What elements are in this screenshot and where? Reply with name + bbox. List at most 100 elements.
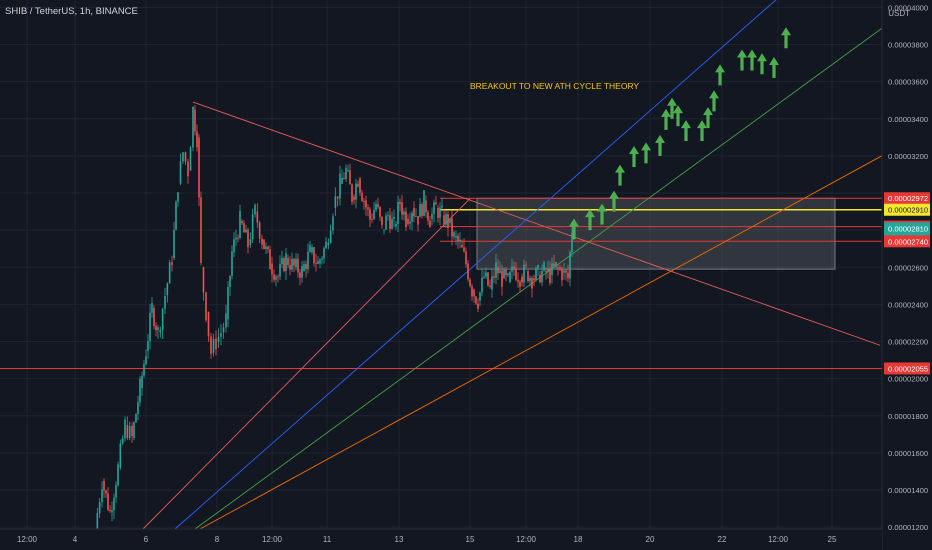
candle-body [395,223,397,227]
candle-body [267,246,269,250]
candle-body [483,276,485,278]
candle-body [334,196,337,208]
candle-body [273,274,275,280]
candle-body [115,485,117,498]
y-tick-label: 0.00002400 [888,300,928,309]
candle-body [107,493,109,510]
candle-body [523,264,525,283]
x-tick-label: 18 [574,535,583,544]
projection-arrows [569,27,791,240]
candle-body [157,327,159,331]
trendline[interactable] [142,198,471,530]
candle-body [545,270,547,273]
candle-body [443,215,445,225]
candle-body [437,207,439,218]
candle-body [381,216,383,225]
candle-body [383,229,385,231]
candle-body [537,265,539,269]
consolidation-zone[interactable] [476,197,836,270]
candle-body [487,272,489,286]
candle-body [419,204,421,218]
horizontal-levels [0,197,882,369]
trendline[interactable] [199,153,886,530]
candle-body [133,422,135,439]
projection-arrow [781,27,791,49]
candle-body [147,341,149,351]
candle-body [212,338,215,353]
projection-arrow [757,53,767,75]
candle-body [121,438,124,444]
candle-body [168,262,171,284]
candle-body [336,196,339,199]
trendline[interactable] [192,101,881,346]
candle-body [511,266,513,272]
time-axis-bg [0,529,882,550]
candle-body [543,262,545,271]
candle-body [547,268,549,273]
candle-body [489,285,491,287]
candle-body [375,204,377,210]
candle-body [198,137,200,198]
trendline[interactable] [174,0,780,530]
candle-body [343,177,345,179]
candle-body [481,277,483,293]
price-tag-label: 0.00002740 [888,237,928,246]
y-tick-label: 0.00001600 [888,449,928,458]
projection-arrow [747,49,757,71]
candle-body [265,246,267,249]
candle-body [391,218,393,229]
price-tag-label: 0.00002055 [888,364,928,373]
candle-body [389,215,391,229]
candle-body [417,216,419,225]
candle-body [311,247,313,253]
candle-body [351,184,353,202]
candle-body [477,303,479,309]
price-axis-bg [882,0,932,550]
candle-body [459,239,461,242]
candle-body [421,204,423,216]
candle-body [445,214,447,225]
candle-body [451,218,453,237]
y-tick-label: 0.00004000 [888,3,928,12]
x-tick-label: 4 [73,535,78,544]
candle-body [291,259,293,270]
y-tick-label: 0.00001400 [888,486,928,495]
candle-body [525,264,527,266]
candle-body [254,204,256,215]
candle-body [256,211,259,223]
candle-body [222,327,225,333]
candle-body [359,178,361,193]
candle-body [363,200,365,203]
projection-arrow [769,56,779,78]
price-tag: 0.00002740 [884,235,930,248]
candle-body [517,279,519,282]
candle-body [349,170,351,185]
projection-arrow [715,64,725,86]
candle-body [463,247,465,252]
candle-body [365,200,367,208]
candle-body [182,152,184,162]
candle-body [177,192,179,202]
candle-body [361,192,363,201]
candle-body [345,168,347,179]
candle-body [379,207,381,217]
candle-body [141,375,143,388]
candle-body [505,269,507,276]
candle-body [507,273,509,276]
candle-body [467,263,469,280]
candle-body [399,202,401,205]
candle-body [139,378,141,403]
candle-body [401,202,403,215]
x-tick-label: 20 [646,535,655,544]
projection-arrow [703,107,713,129]
candle-body [503,269,505,279]
projection-arrow [667,97,677,119]
candle-body [471,286,473,297]
candle-body [439,207,441,218]
candle-body [217,336,220,342]
candle-body [469,279,471,287]
candle-body [301,266,303,278]
candle-body [101,489,103,503]
candle-body [519,281,521,287]
